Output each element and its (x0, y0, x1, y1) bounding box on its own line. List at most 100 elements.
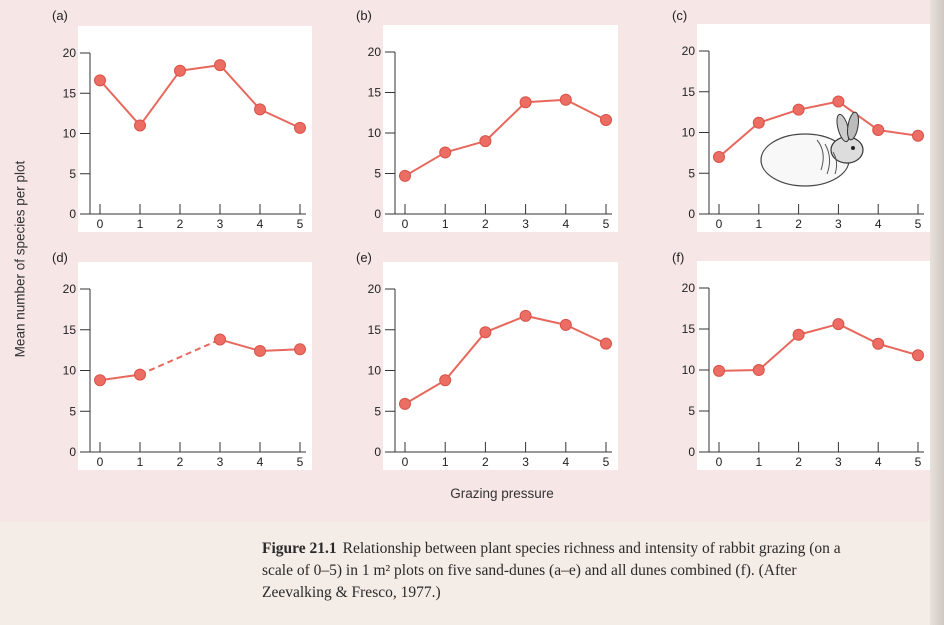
series-line-segment (99, 373, 141, 382)
series-line-segment (484, 101, 527, 142)
data-point (214, 59, 226, 72)
series-line-segment (444, 331, 487, 381)
y-tick-label: 10 (368, 364, 382, 378)
caption-line-1: Figure 21.1 Relationship between plant sp… (262, 538, 942, 560)
y-tick-label: 0 (69, 207, 76, 221)
y-tick-label: 20 (63, 282, 77, 296)
plot-area (78, 262, 312, 470)
caption-text-2: scale of 0–5) in 1 m² plots on five sand… (262, 562, 797, 579)
series-line-segment (219, 338, 261, 352)
y-tick-label: 20 (682, 44, 696, 58)
rabbit-illustration (760, 111, 864, 187)
y-tick-label: 10 (682, 126, 696, 140)
plot-area (383, 262, 618, 470)
data-point (94, 374, 106, 387)
data-point (254, 103, 266, 116)
data-point (713, 364, 725, 377)
x-tick-label: 5 (915, 217, 922, 231)
y-tick-label: 15 (368, 323, 382, 337)
data-point (439, 374, 452, 387)
data-point (559, 318, 572, 331)
x-tick-label: 3 (217, 455, 224, 469)
y-tick-label: 20 (368, 45, 382, 59)
data-point (399, 397, 411, 410)
rabbit-fur-shading (816, 139, 838, 175)
data-point (832, 95, 845, 108)
series-line-segment (219, 64, 261, 111)
panel-label: (d) (52, 250, 68, 265)
series-line-segment (837, 323, 879, 345)
y-tick-label: 20 (682, 281, 696, 295)
series-line-segment (485, 314, 526, 334)
x-tick-label: 0 (402, 217, 409, 231)
y-tick-label: 10 (682, 363, 696, 377)
data-point (519, 96, 532, 109)
data-point (600, 114, 612, 127)
y-tick-label: 0 (374, 445, 381, 459)
x-tick-label: 2 (482, 217, 489, 231)
x-tick-label: 5 (297, 455, 304, 469)
x-tick-label: 1 (442, 455, 449, 469)
x-tick-label: 0 (402, 455, 409, 469)
y-tick-label: 15 (368, 86, 382, 100)
x-tick-label: 3 (522, 455, 529, 469)
y-tick-label: 5 (69, 167, 76, 181)
y-tick-label: 5 (69, 404, 76, 418)
rabbit-ear (847, 111, 859, 141)
y-tick-label: 0 (374, 207, 381, 221)
data-point (479, 326, 492, 339)
x-tick-label: 0 (716, 455, 723, 469)
data-point (254, 344, 266, 357)
figure-caption: Figure 21.1 Relationship between plant sp… (262, 538, 942, 604)
series-line-segment (139, 70, 181, 127)
series-line-segment (525, 314, 567, 326)
series-line-segment (878, 129, 919, 137)
panel-label: (e) (356, 250, 372, 265)
x-tick-label: 4 (875, 455, 882, 469)
panel-label: (f) (672, 250, 684, 265)
y-tick-label: 15 (63, 323, 77, 337)
series-line-segment (139, 338, 221, 376)
data-point (713, 150, 725, 163)
data-point (134, 119, 146, 132)
data-point (399, 169, 411, 182)
x-tick-label: 3 (835, 455, 842, 469)
y-tick-label: 15 (682, 322, 696, 336)
chart-panel-f: (f) 0 5 10 15 20 0 1 2 3 4 5 (672, 250, 930, 470)
x-tick-label: 2 (482, 455, 489, 469)
panel-label: (b) (356, 8, 372, 23)
plot-area (78, 26, 312, 232)
series-line-segment (798, 100, 839, 111)
data-point (439, 146, 452, 159)
x-tick-label: 1 (137, 455, 144, 469)
data-point (792, 103, 805, 116)
series-line-segment (525, 98, 566, 104)
x-tick-label: 0 (97, 455, 104, 469)
data-point (912, 349, 924, 362)
data-point (872, 337, 885, 350)
x-tick-label: 3 (522, 217, 529, 231)
chart-panel-a: (a) 0 5 10 15 20 0 1 2 3 4 5 (52, 8, 312, 232)
series-line-segment (718, 369, 759, 372)
series-line-segment (99, 79, 141, 127)
series-line-segment (404, 379, 446, 405)
rabbit-eye (851, 146, 855, 150)
y-tick-label: 5 (688, 166, 695, 180)
data-point (832, 318, 845, 331)
x-tick-label: 4 (562, 217, 569, 231)
data-point (559, 93, 572, 106)
data-point (94, 74, 106, 87)
series-line-segment (758, 333, 800, 371)
series-line-segment (758, 108, 799, 124)
y-tick-label: 5 (374, 404, 381, 418)
x-tick-label: 2 (177, 217, 184, 231)
plot-area (697, 261, 930, 470)
panel-label: (a) (52, 8, 68, 23)
data-point (912, 129, 924, 142)
x-tick-label: 1 (137, 217, 144, 231)
series-line-segment (259, 108, 301, 129)
chart-panel-b: (b) 0 5 10 15 20 0 1 2 3 4 5 (356, 8, 618, 232)
data-point (752, 364, 765, 376)
chart-panel-e: (e) 0 5 10 15 20 0 1 2 3 4 5 (356, 250, 618, 470)
y-tick-label: 10 (368, 126, 382, 140)
